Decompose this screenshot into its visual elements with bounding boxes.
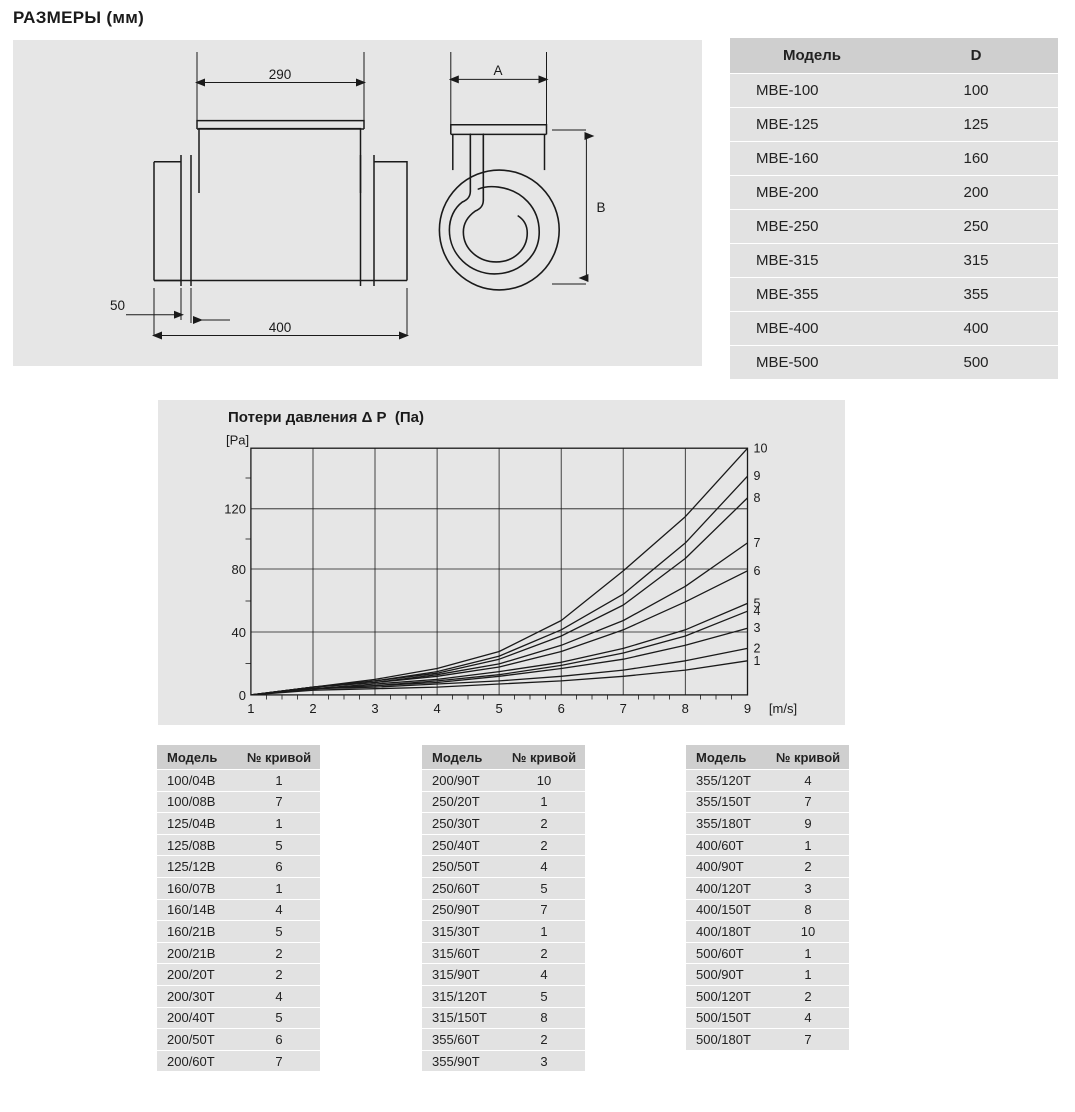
svg-text:[m/s]: [m/s] xyxy=(769,701,797,716)
svg-text:3: 3 xyxy=(754,621,761,635)
svg-text:7: 7 xyxy=(620,701,627,716)
svg-text:8: 8 xyxy=(754,491,761,505)
svg-text:290: 290 xyxy=(269,67,292,82)
svg-text:400: 400 xyxy=(269,320,292,335)
svg-text:B: B xyxy=(596,200,605,215)
svg-text:5: 5 xyxy=(495,701,502,716)
svg-text:7: 7 xyxy=(754,536,761,550)
svg-text:10: 10 xyxy=(754,441,768,455)
svg-text:[Pa]: [Pa] xyxy=(226,433,249,448)
svg-text:9: 9 xyxy=(754,469,761,483)
svg-text:6: 6 xyxy=(558,701,565,716)
svg-text:9: 9 xyxy=(744,701,751,716)
svg-text:80: 80 xyxy=(232,562,246,577)
svg-text:120: 120 xyxy=(224,502,246,517)
svg-text:2: 2 xyxy=(309,701,316,716)
svg-text:A: A xyxy=(493,63,502,78)
svg-text:0: 0 xyxy=(239,688,246,703)
svg-text:3: 3 xyxy=(371,701,378,716)
svg-text:50: 50 xyxy=(110,298,125,313)
svg-text:1: 1 xyxy=(754,654,761,668)
svg-text:1: 1 xyxy=(247,701,254,716)
svg-text:8: 8 xyxy=(682,701,689,716)
svg-text:40: 40 xyxy=(232,625,246,640)
svg-text:2: 2 xyxy=(754,641,761,655)
svg-text:4: 4 xyxy=(433,701,440,716)
svg-text:5: 5 xyxy=(754,596,761,610)
svg-text:6: 6 xyxy=(754,564,761,578)
